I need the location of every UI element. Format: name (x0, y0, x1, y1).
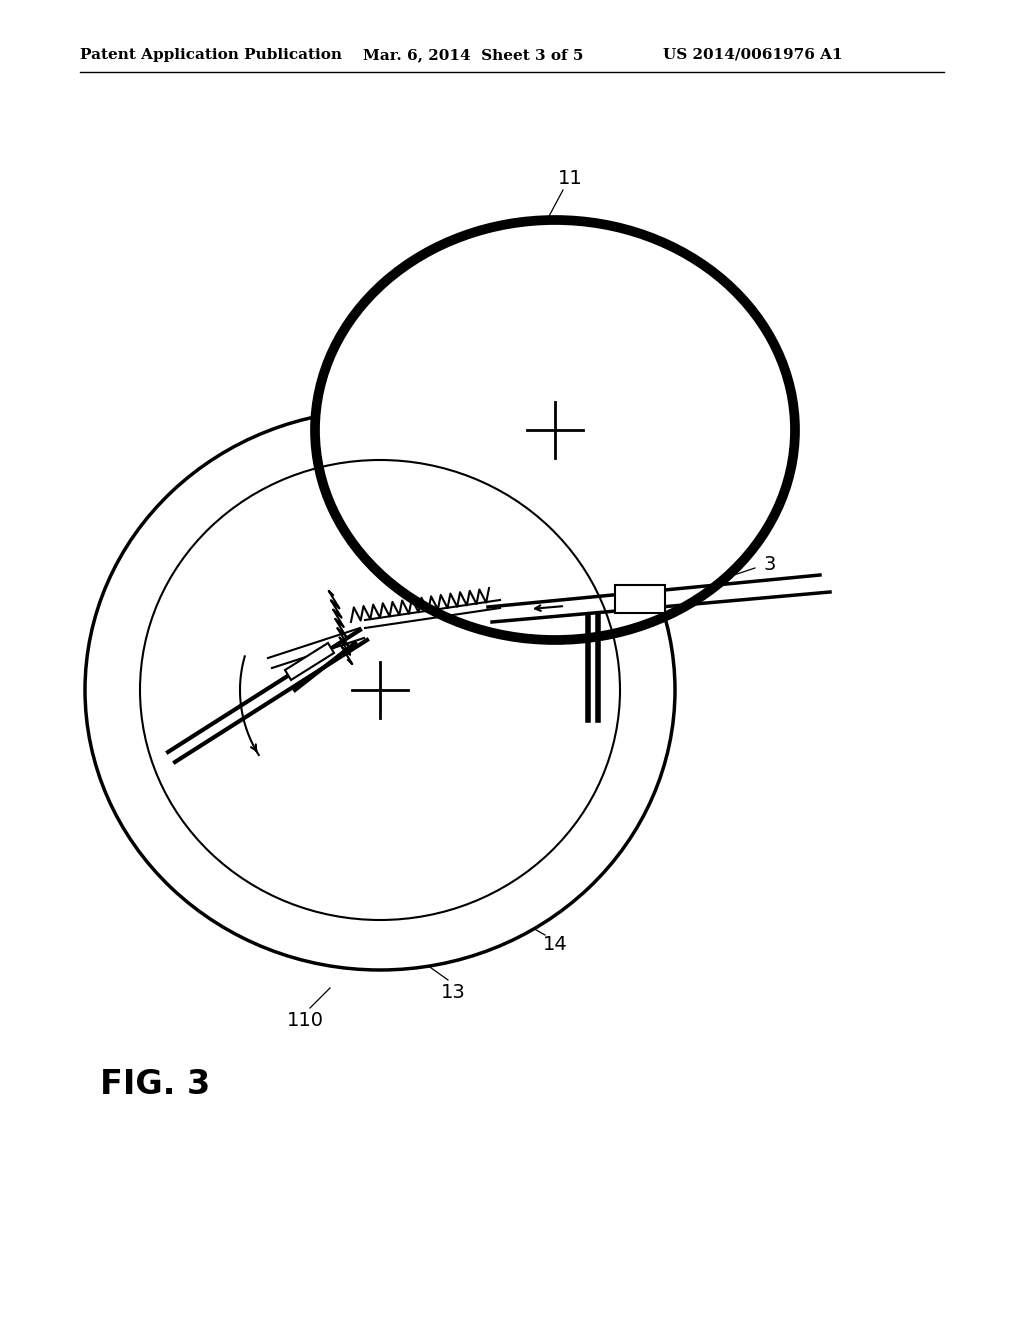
Polygon shape (285, 643, 334, 680)
Ellipse shape (315, 220, 795, 640)
Text: Z1: Z1 (240, 619, 268, 651)
Bar (615, 585, 665, 612)
Text: Mar. 6, 2014  Sheet 3 of 5: Mar. 6, 2014 Sheet 3 of 5 (362, 48, 584, 62)
Text: Patent Application Publication: Patent Application Publication (80, 48, 342, 62)
Text: 25: 25 (210, 656, 234, 675)
Text: Z2: Z2 (614, 700, 641, 730)
Text: 10: 10 (150, 772, 174, 792)
Text: 17b: 17b (605, 639, 635, 681)
Text: 12a: 12a (635, 660, 666, 701)
Text: 12b: 12b (278, 537, 312, 579)
Text: 16: 16 (473, 586, 498, 605)
Text: 17a: 17a (255, 560, 289, 601)
Text: 14: 14 (543, 936, 567, 954)
Text: 21: 21 (453, 569, 477, 587)
Text: FIG. 3: FIG. 3 (100, 1068, 210, 1101)
Text: 3: 3 (764, 556, 776, 574)
Text: 13: 13 (440, 982, 465, 1002)
Text: US 2014/0061976 A1: US 2014/0061976 A1 (663, 48, 843, 62)
Ellipse shape (85, 411, 675, 970)
Text: 18: 18 (284, 597, 312, 627)
Text: 110: 110 (287, 1011, 324, 1030)
Text: 11: 11 (558, 169, 583, 187)
